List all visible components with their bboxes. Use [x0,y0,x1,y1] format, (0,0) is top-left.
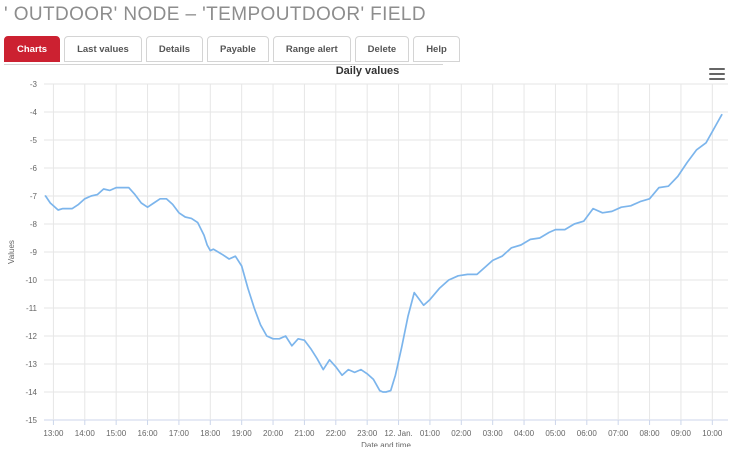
x-tick-label: 03:00 [483,429,504,438]
x-tick-label: 06:00 [577,429,598,438]
x-tick-label: 05:00 [545,429,566,438]
x-tick-label: 12. Jan. [384,429,412,438]
x-tick-label: 10:00 [702,429,723,438]
series-line-tempOutdoor[interactable] [44,113,723,393]
y-tick-label: -4 [30,108,38,117]
tab-delete[interactable]: Delete [354,36,410,62]
hamburger-menu-icon[interactable] [709,68,725,80]
x-tick-label: 23:00 [357,429,378,438]
x-tick-label: 13:00 [43,429,64,438]
y-tick-label: -12 [25,332,37,341]
hamburger-line-1 [709,68,725,70]
chart-title: Daily values [335,65,400,77]
x-tick-label: 21:00 [294,429,315,438]
x-tick-label: 01:00 [420,429,441,438]
x-tick-label: 17:00 [169,429,190,438]
x-tick-label: 02:00 [451,429,472,438]
x-tick-label: 22:00 [326,429,347,438]
x-axis-title: Date and time [361,441,411,447]
y-tick-label: -3 [30,80,38,89]
y-tick-label: -11 [26,304,38,313]
x-tick-label: 07:00 [608,429,629,438]
tab-bar: Charts Last values Details Payable Range ale… [0,28,735,62]
x-tick-label: 16:00 [138,429,159,438]
y-tick-label: -10 [25,276,37,285]
x-tick-label: 14:00 [75,429,96,438]
y-tick-label: -6 [30,164,38,173]
hamburger-line-2 [709,73,725,75]
x-tick-label: 04:00 [514,429,535,438]
y-tick-label: -7 [30,192,38,201]
y-tick-label: -14 [25,388,37,397]
tab-details[interactable]: Details [145,36,203,62]
tab-bar-underline [4,64,443,65]
y-tick-label: -5 [30,136,38,145]
line-chart-plot[interactable]: -3 -4 -5 -6 -7 -8 -9 -10 -11 -12 -13 -14 -15 13:00 14:… [0,62,735,447]
hamburger-line-3 [709,78,725,80]
x-tick-label: 09:00 [671,429,692,438]
tab-range-alert[interactable]: Range alert [272,36,351,62]
y-axis-title: Values [7,240,16,264]
y-tick-label: -9 [30,248,38,257]
y-tick-label: -13 [25,360,37,369]
y-tick-label: -8 [30,220,38,229]
x-tick-label: 08:00 [640,429,661,438]
page-title: ' OUTDOOR' NODE – 'TEMPOUTDOOR' FIELD [4,4,427,25]
tab-help[interactable]: Help [413,36,460,62]
tab-last-values[interactable]: Last values [64,36,142,62]
x-tick-label: 19:00 [232,429,253,438]
tab-payable[interactable]: Payable [207,36,269,62]
x-tick-label: 18:00 [200,429,221,438]
y-tick-label: -15 [25,416,37,425]
tab-charts[interactable]: Charts [4,36,61,62]
x-tick-label: 15:00 [106,429,127,438]
chart-container: Daily values -3 -4 -5 -6 -7 -8 -9 -10 -11 -12 -13-… [0,62,735,447]
x-tick-label: 20:00 [263,429,284,438]
